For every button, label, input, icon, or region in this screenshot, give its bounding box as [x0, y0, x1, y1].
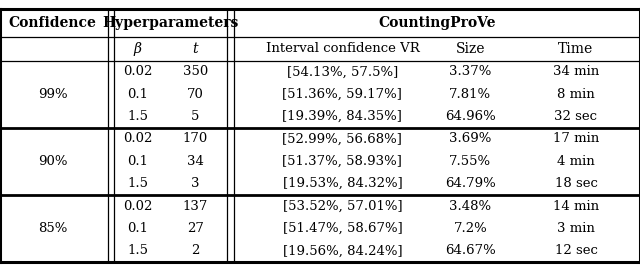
Text: 7.2%: 7.2% [454, 222, 487, 235]
Text: 137: 137 [182, 200, 208, 213]
Text: [51.47%, 58.67%]: [51.47%, 58.67%] [282, 222, 403, 235]
Text: 32 sec: 32 sec [554, 110, 598, 123]
Text: Hyperparameters: Hyperparameters [102, 16, 239, 30]
Text: 0.1: 0.1 [127, 155, 148, 168]
Text: 350: 350 [182, 65, 208, 78]
Text: 3 min: 3 min [557, 222, 595, 235]
Text: 170: 170 [182, 132, 208, 146]
Text: [52.99%, 56.68%]: [52.99%, 56.68%] [282, 132, 403, 146]
Text: 0.02: 0.02 [123, 65, 152, 78]
Text: 64.96%: 64.96% [445, 110, 496, 123]
Text: 4 min: 4 min [557, 155, 595, 168]
Text: 7.55%: 7.55% [449, 155, 492, 168]
Text: Confidence: Confidence [8, 16, 97, 30]
Text: [51.37%, 58.93%]: [51.37%, 58.93%] [282, 155, 403, 168]
Text: 34: 34 [187, 155, 204, 168]
Text: 3.48%: 3.48% [449, 200, 492, 213]
Text: 64.67%: 64.67% [445, 244, 496, 257]
Text: Time: Time [558, 42, 594, 56]
Text: 18 sec: 18 sec [555, 177, 597, 190]
Text: 90%: 90% [38, 155, 67, 168]
Text: 0.1: 0.1 [127, 88, 148, 101]
Text: 85%: 85% [38, 222, 67, 235]
Text: 99%: 99% [38, 88, 67, 101]
Text: 0.1: 0.1 [127, 222, 148, 235]
Text: 3: 3 [191, 177, 200, 190]
Text: 3.37%: 3.37% [449, 65, 492, 78]
Text: 1.5: 1.5 [127, 177, 148, 190]
Text: 1.5: 1.5 [127, 244, 148, 257]
Text: 12 sec: 12 sec [555, 244, 597, 257]
Text: Interval confidence VR: Interval confidence VR [266, 43, 419, 55]
Text: [51.36%, 59.17%]: [51.36%, 59.17%] [282, 88, 403, 101]
Text: 14 min: 14 min [553, 200, 599, 213]
Text: 0.02: 0.02 [123, 200, 152, 213]
Text: [19.39%, 84.35%]: [19.39%, 84.35%] [282, 110, 403, 123]
Text: [19.53%, 84.32%]: [19.53%, 84.32%] [282, 177, 403, 190]
Text: [54.13%, 57.5%]: [54.13%, 57.5%] [287, 65, 398, 78]
Text: 1.5: 1.5 [127, 110, 148, 123]
Text: CountingProVe: CountingProVe [378, 16, 495, 30]
Text: t: t [193, 42, 198, 56]
Text: 27: 27 [187, 222, 204, 235]
Text: Size: Size [456, 42, 485, 56]
Text: 64.79%: 64.79% [445, 177, 496, 190]
Text: 3.69%: 3.69% [449, 132, 492, 146]
Text: 70: 70 [187, 88, 204, 101]
Text: 5: 5 [191, 110, 200, 123]
Text: 7.81%: 7.81% [449, 88, 492, 101]
Text: [53.52%, 57.01%]: [53.52%, 57.01%] [283, 200, 402, 213]
Text: 8 min: 8 min [557, 88, 595, 101]
Text: β: β [134, 42, 141, 56]
Text: 2: 2 [191, 244, 200, 257]
Text: [19.56%, 84.24%]: [19.56%, 84.24%] [283, 244, 402, 257]
Text: 0.02: 0.02 [123, 132, 152, 146]
Text: 17 min: 17 min [553, 132, 599, 146]
Text: 34 min: 34 min [553, 65, 599, 78]
